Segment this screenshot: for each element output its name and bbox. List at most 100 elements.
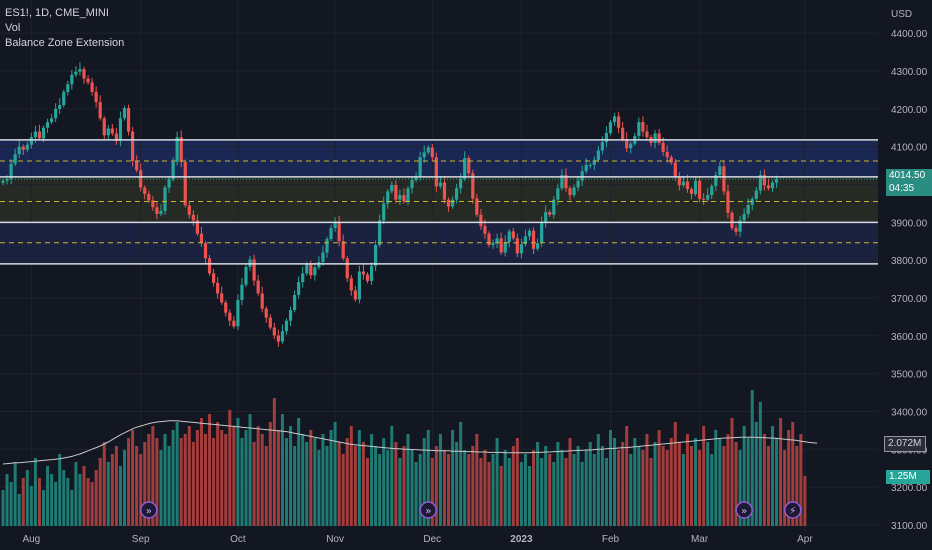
candle-body (171, 161, 175, 180)
candle-body (398, 195, 402, 200)
volume-bar (21, 478, 25, 526)
candle (714, 171, 718, 192)
candle-body (284, 320, 289, 332)
volume-bar (285, 438, 288, 526)
volume-bar (244, 430, 248, 526)
candle-body (625, 139, 629, 149)
candle-body (693, 180, 698, 194)
volume-bar (341, 454, 345, 526)
candle (155, 201, 159, 220)
candle-body (357, 271, 361, 300)
candle (179, 130, 183, 168)
volume-bar (483, 450, 487, 526)
candle-body (288, 310, 293, 321)
volume-bar (37, 478, 41, 526)
volume-indicator-label[interactable]: Vol (5, 22, 21, 34)
candle (212, 268, 216, 287)
candle-body (410, 179, 414, 189)
volume-bar (5, 474, 9, 526)
volume-bar (718, 438, 722, 526)
earnings-icon[interactable]: » (419, 501, 437, 519)
volume-bar (58, 454, 62, 526)
candle-body (329, 228, 333, 239)
candle (236, 294, 240, 331)
candle-body (495, 238, 499, 243)
candle (507, 229, 511, 248)
volume-bar (70, 490, 74, 526)
candle-body (70, 74, 74, 85)
candle (147, 190, 151, 203)
volume-ma-value: 2.072M (888, 438, 922, 449)
candle-body (706, 195, 710, 200)
volume-bar (544, 446, 548, 526)
volume-bar (17, 494, 21, 526)
price-tick-label: 3200.00 (891, 483, 928, 494)
candle (369, 262, 374, 285)
candle (353, 285, 357, 302)
volume-bar (532, 450, 536, 526)
last-price-value: 4014.50 (889, 170, 926, 181)
candle-body (9, 163, 13, 179)
candle (382, 196, 386, 225)
candle-body (268, 317, 272, 328)
dividend-icon[interactable]: ⚡ (784, 501, 802, 519)
volume-bar (329, 430, 333, 526)
candle (685, 174, 690, 193)
volume-bar (268, 422, 272, 526)
time-tick-label: Apr (797, 534, 813, 545)
candle-body (325, 238, 329, 253)
candle (288, 306, 293, 326)
candle-body (762, 175, 766, 186)
symbol-label[interactable]: ES1!, 1D, CME_MINI (5, 7, 109, 19)
candle-body (37, 131, 42, 139)
candle (588, 162, 592, 169)
candle-body (244, 266, 248, 285)
candle-body (556, 188, 560, 200)
indicator-label[interactable]: Balance Zone Extension (5, 37, 125, 49)
volume-bar (438, 434, 442, 526)
time-tick-label: Feb (602, 534, 620, 545)
volume-bar (536, 442, 540, 526)
candle-body (207, 258, 212, 274)
earnings-icon[interactable]: » (735, 501, 753, 519)
volume-bar (738, 450, 742, 526)
volume-bar (694, 438, 698, 526)
candle-body (369, 265, 374, 281)
earnings-icon[interactable]: » (140, 501, 158, 519)
candle (9, 159, 13, 185)
volume-bar (171, 430, 175, 526)
candle-body (726, 191, 730, 213)
volume-bar (677, 442, 681, 526)
candle (78, 62, 82, 76)
price-tick-label: 3100.00 (891, 521, 928, 532)
candle (475, 193, 479, 218)
event-marker-glyph: ⚡ (789, 506, 796, 517)
volume-bar (754, 422, 758, 526)
candle (665, 145, 669, 163)
candle-body (621, 127, 625, 140)
volume-bar (135, 446, 139, 526)
candle-body (272, 327, 276, 336)
candle (329, 224, 333, 242)
volume-bar (199, 418, 203, 526)
volume-bar (803, 476, 807, 526)
event-markers-layer[interactable]: » » » ⚡ (140, 501, 802, 519)
volume-bar (750, 390, 754, 526)
volume-bar (714, 430, 718, 526)
volume-bar (402, 446, 406, 526)
candle-body (321, 252, 325, 263)
candle (199, 226, 204, 247)
candle (122, 105, 127, 121)
candle (110, 123, 114, 136)
candle-body (66, 84, 70, 92)
volume-bar (260, 434, 264, 526)
candle (187, 201, 191, 219)
candle-body (264, 308, 268, 318)
volume-bar (187, 426, 191, 526)
candle-body (374, 245, 378, 266)
volume-bar (293, 446, 297, 526)
volume-bar (442, 450, 446, 526)
candle-body (191, 214, 195, 221)
volume-bar (698, 450, 702, 526)
